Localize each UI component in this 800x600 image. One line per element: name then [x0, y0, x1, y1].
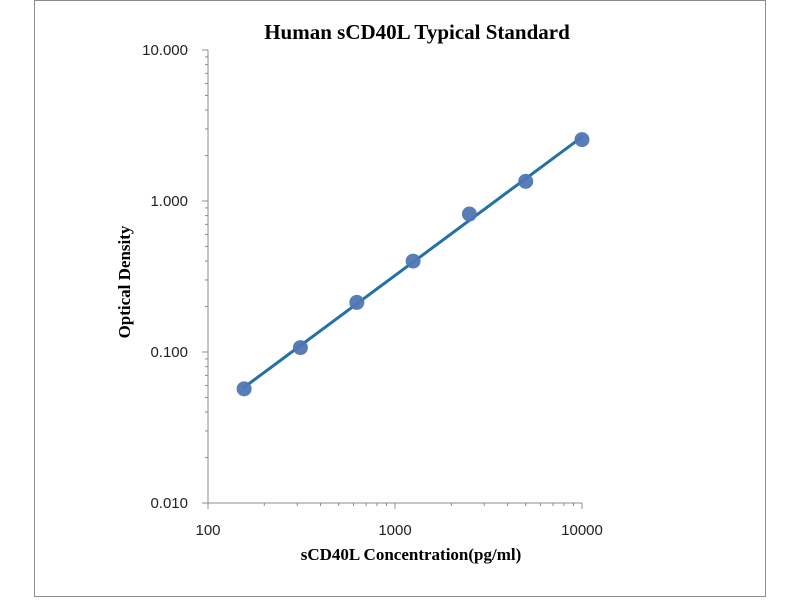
data-points — [236, 132, 590, 397]
data-point — [461, 206, 477, 222]
data-point — [236, 381, 252, 397]
data-point — [518, 173, 534, 189]
y-tick-label: 1.000 — [150, 193, 188, 210]
y-tick-label: 0.100 — [150, 344, 188, 361]
x-tick-label: 10000 — [561, 522, 603, 539]
y-tick-label: 10.000 — [142, 42, 188, 59]
chart-frame — [34, 0, 766, 597]
x-tick-label: 1000 — [378, 522, 411, 539]
data-point — [405, 253, 421, 269]
chart-title: Human sCD40L Typical Standard — [264, 20, 570, 44]
data-point — [292, 340, 308, 356]
data-point — [349, 294, 365, 310]
data-point — [574, 132, 590, 148]
y-axis-title: Optical Density — [115, 225, 134, 338]
x-axis-title: sCD40L Concentration(pg/ml) — [301, 545, 522, 564]
axes: 10.000 1.000 0.100 0.010 100 1000 10000 — [142, 42, 603, 539]
y-tick-label: 0.010 — [150, 495, 188, 512]
x-tick-label: 100 — [195, 522, 220, 539]
